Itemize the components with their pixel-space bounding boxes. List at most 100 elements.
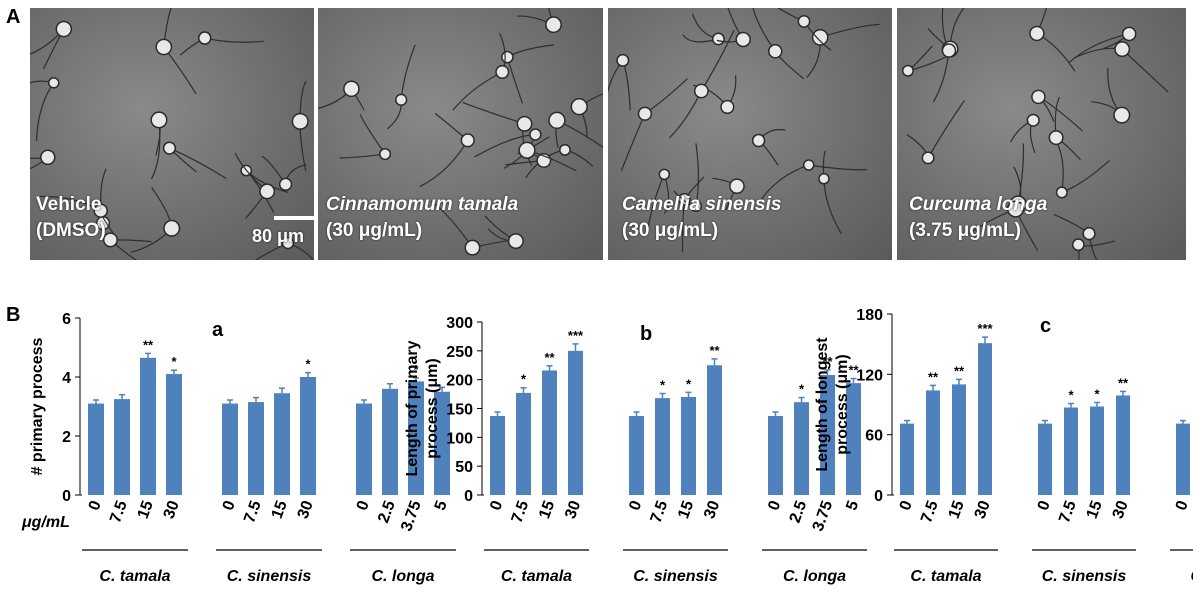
caption-line-1: Vehicle <box>36 194 102 215</box>
dose-unit-label: μg/mL <box>21 514 70 531</box>
cell-body <box>162 141 177 155</box>
cell-body <box>518 141 536 159</box>
significance-label: * <box>660 378 666 393</box>
group-label: C. longa <box>783 568 846 585</box>
bar <box>707 365 722 495</box>
category-tick-label: 7.5 <box>509 498 533 525</box>
caption-line-2: (30 μg/mL) <box>622 220 719 241</box>
category-tick-label: 7.5 <box>648 498 672 525</box>
significance-label: *** <box>977 321 993 336</box>
cell-body <box>1121 26 1137 42</box>
cell-body <box>55 20 73 38</box>
y-tick-label: 180 <box>856 307 883 324</box>
cell-body <box>102 232 118 248</box>
cell-body <box>735 31 751 48</box>
category-tick-label: 30 <box>161 498 183 521</box>
cell-body <box>197 31 212 45</box>
caption-line-1: Camellia sinensis <box>622 194 782 215</box>
significance-label: * <box>171 354 177 369</box>
cell-body <box>921 151 935 165</box>
caption-line-1: Curcuma longa <box>909 194 1048 215</box>
cell-body <box>689 199 703 213</box>
neurite <box>927 100 965 159</box>
neurite <box>1061 159 1110 193</box>
category-tick-label: 0 <box>765 498 784 512</box>
neurite <box>169 147 227 180</box>
cell-body <box>941 43 957 58</box>
bar <box>1038 423 1052 495</box>
category-tick-label: 0 <box>86 498 105 512</box>
group-label: C. tamala <box>99 568 170 585</box>
bar <box>1064 407 1078 495</box>
neurite <box>777 8 805 22</box>
cell-body <box>637 106 653 121</box>
cell-body <box>150 111 168 129</box>
cell-body <box>395 93 408 106</box>
category-tick-label: 7.5 <box>1056 498 1080 525</box>
significance-label: * <box>799 382 805 397</box>
category-tick-label: 5 <box>843 498 862 512</box>
cell-body <box>291 112 309 130</box>
category-tick-label: 0 <box>1173 498 1192 512</box>
category-tick-label: 15 <box>269 498 291 521</box>
cell-body <box>1006 200 1025 218</box>
y-tick-label: 6 <box>62 311 71 328</box>
bar <box>978 343 992 495</box>
cell-body <box>1031 89 1046 105</box>
neurite <box>1036 32 1076 72</box>
cell-body <box>1048 130 1064 146</box>
bar <box>926 390 940 495</box>
chart-panel-label: a <box>212 319 224 341</box>
cell-texture <box>901 8 1169 260</box>
cell-body <box>677 192 691 206</box>
cell-body <box>545 16 562 34</box>
cell-body <box>658 168 671 181</box>
significance-label: ** <box>143 337 154 352</box>
group-label: C. tamala <box>501 568 572 585</box>
cell-body <box>1055 186 1068 199</box>
cell-body <box>711 32 725 46</box>
cell-body <box>901 64 914 77</box>
cell-body <box>47 77 60 89</box>
category-tick-label: 3.75 <box>398 498 425 533</box>
cell-body <box>570 98 588 116</box>
category-tick-label: 0 <box>626 498 645 512</box>
bar <box>681 396 696 495</box>
category-tick-label: 30 <box>295 498 317 521</box>
cell-body <box>93 203 108 218</box>
group-label: C. longa <box>371 568 434 585</box>
neurite <box>700 29 735 92</box>
scale-bar-label: 80 μm <box>252 226 305 246</box>
y-tick-label: 250 <box>446 344 473 361</box>
significance-label: * <box>305 357 311 372</box>
y-tick-label: 120 <box>856 367 883 384</box>
neurite <box>669 90 702 139</box>
significance-label: * <box>686 376 692 391</box>
panel-label-a: A <box>6 6 21 28</box>
y-axis-label: process (μm) <box>424 358 441 458</box>
bar <box>166 374 182 495</box>
category-tick-label: 0 <box>897 498 916 512</box>
category-tick-label: 15 <box>135 498 157 521</box>
micrograph-caption: Cinnamomum tamala (30 μg/mL) <box>326 192 518 244</box>
bar <box>846 383 861 495</box>
group-label: C. sinensis <box>1042 568 1127 585</box>
neurite <box>204 37 264 43</box>
neurite <box>620 113 646 172</box>
group-label: C. tamala <box>910 568 981 585</box>
neurite <box>932 50 950 103</box>
y-tick-label: 150 <box>446 402 473 419</box>
neurite <box>507 44 555 58</box>
chart-panel-label: b <box>640 323 652 345</box>
y-axis-label: Length of primary <box>404 340 421 476</box>
neurite <box>35 82 55 141</box>
cell-body <box>155 38 173 56</box>
bar <box>542 370 557 495</box>
cell-texture <box>318 8 603 256</box>
group-label: C. longa <box>1190 568 1193 585</box>
cell-body <box>1029 25 1045 42</box>
category-tick-label: 15 <box>1084 498 1106 521</box>
cell-body <box>1026 113 1040 127</box>
bar <box>490 415 505 495</box>
micrograph-caption: Camellia sinensis (30 μg/mL) <box>622 192 781 244</box>
